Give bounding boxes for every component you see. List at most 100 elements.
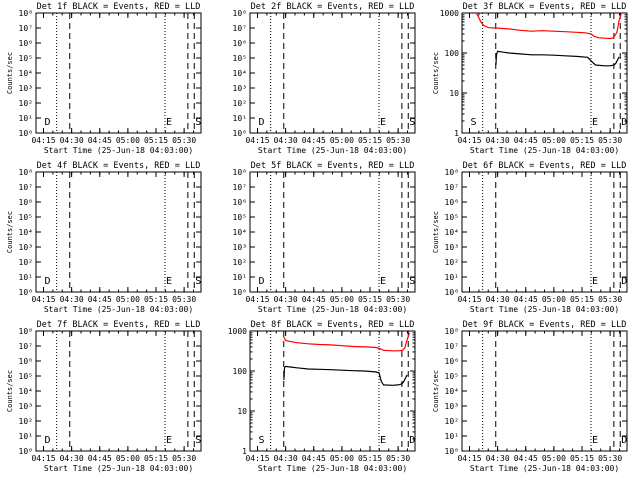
event-marker: E bbox=[166, 276, 172, 287]
y-tick-label: 10² bbox=[19, 99, 33, 108]
y-tick-label: 10⁵ bbox=[445, 213, 459, 222]
plot-frame bbox=[249, 330, 416, 452]
event-marker: E bbox=[380, 117, 386, 128]
panel-det-5: Det 5f BLACK = Events, RED = LLD 10⁰ 10¹ 10… bbox=[233, 161, 416, 314]
y-tick-label: 10⁵ bbox=[233, 54, 247, 63]
y-tick-label: 10⁶ bbox=[19, 39, 33, 48]
event-marker: E bbox=[166, 435, 172, 446]
y-tick-label: 10⁴ bbox=[445, 387, 459, 396]
y-tick-label: 10⁴ bbox=[19, 228, 33, 237]
plot-frame bbox=[35, 330, 202, 452]
x-tick-label: 04:30 bbox=[486, 454, 510, 463]
y-tick-label: 1 bbox=[242, 447, 247, 456]
y-tick-label: 10⁴ bbox=[445, 228, 459, 237]
event-marker: D bbox=[45, 117, 51, 128]
y-tick-label: 10⁰ bbox=[445, 288, 459, 297]
event-marker: E bbox=[592, 117, 598, 128]
y-tick-label: 10¹ bbox=[19, 432, 33, 441]
x-tick-label: 04:45 bbox=[88, 454, 112, 463]
series-line bbox=[495, 50, 620, 67]
y-axis-label: Counts/sec bbox=[432, 211, 440, 253]
plot-frame bbox=[249, 12, 416, 134]
panel-title: Det 3f BLACK = Events, RED = LLD bbox=[463, 2, 627, 12]
y-axis-label: Counts/sec bbox=[432, 370, 440, 412]
x-tick-label: 04:30 bbox=[60, 295, 84, 304]
y-tick-label: 10³ bbox=[233, 84, 247, 93]
event-marker: E bbox=[380, 435, 386, 446]
y-tick-label: 10⁷ bbox=[19, 183, 33, 192]
y-tick-label: 10⁸ bbox=[445, 168, 459, 177]
event-marker: D bbox=[409, 435, 415, 446]
x-axis-label: Start Time (25-Jun-18 04:03:00) bbox=[470, 464, 619, 473]
plot-frame bbox=[35, 171, 202, 293]
y-tick-label: 10² bbox=[233, 258, 247, 267]
y-tick-label: 10³ bbox=[445, 402, 459, 411]
y-tick-label: 10⁰ bbox=[445, 447, 459, 456]
x-axis-label: Start Time (25-Jun-18 04:03:00) bbox=[470, 305, 619, 314]
y-tick-label: 10⁷ bbox=[19, 342, 33, 351]
x-tick-label: 05:00 bbox=[542, 136, 566, 145]
panel-title: Det 2f BLACK = Events, RED = LLD bbox=[251, 2, 415, 12]
panel-det-4: Det 4f BLACK = Events, RED = LLD 10⁰ 10¹ 10… bbox=[6, 161, 202, 314]
x-tick-label: 04:15 bbox=[457, 454, 481, 463]
y-tick-label: 10⁰ bbox=[19, 447, 33, 456]
x-tick-label: 04:15 bbox=[31, 295, 55, 304]
y-tick-label: 10⁷ bbox=[233, 183, 247, 192]
y-tick-label: 1 bbox=[454, 129, 459, 138]
event-marker: S bbox=[259, 435, 265, 446]
x-tick-label: 05:00 bbox=[330, 295, 354, 304]
panel-det-8: Det 8f BLACK = Events, RED = LLD 1 10 100 10… bbox=[228, 320, 416, 473]
y-axis-label: Counts/sec bbox=[432, 52, 440, 94]
x-tick-label: 04:15 bbox=[31, 454, 55, 463]
x-tick-label: 04:45 bbox=[88, 295, 112, 304]
y-tick-label: 10¹ bbox=[445, 432, 459, 441]
x-tick-label: 05:30 bbox=[598, 136, 622, 145]
x-tick-label: 05:15 bbox=[570, 136, 594, 145]
x-tick-label: 05:15 bbox=[570, 295, 594, 304]
y-tick-label: 10⁸ bbox=[233, 9, 247, 18]
x-tick-label: 04:45 bbox=[302, 295, 326, 304]
x-axis-label: Start Time (25-Jun-18 04:03:00) bbox=[258, 146, 407, 155]
x-tick-label: 04:30 bbox=[486, 136, 510, 145]
x-tick-label: 05:00 bbox=[116, 136, 140, 145]
y-axis-label: Counts/sec bbox=[6, 52, 14, 94]
event-marker: D bbox=[621, 435, 627, 446]
x-tick-label: 05:15 bbox=[144, 454, 168, 463]
y-tick-label: 10⁶ bbox=[445, 198, 459, 207]
x-tick-label: 05:30 bbox=[172, 295, 196, 304]
y-tick-label: 10⁴ bbox=[19, 69, 33, 78]
event-marker: S bbox=[195, 117, 201, 128]
y-tick-label: 10⁴ bbox=[19, 387, 33, 396]
y-tick-label: 10³ bbox=[19, 243, 33, 252]
y-tick-label: 10⁰ bbox=[19, 129, 33, 138]
event-marker: D bbox=[259, 117, 265, 128]
event-marker: S bbox=[195, 435, 201, 446]
y-tick-label: 10⁸ bbox=[445, 327, 459, 336]
x-tick-label: 04:30 bbox=[486, 295, 510, 304]
event-marker: E bbox=[592, 276, 598, 287]
y-tick-label: 10⁴ bbox=[233, 69, 247, 78]
x-tick-label: 04:45 bbox=[514, 136, 538, 145]
event-marker: E bbox=[166, 117, 172, 128]
x-tick-label: 05:00 bbox=[116, 295, 140, 304]
x-tick-label: 05:00 bbox=[542, 295, 566, 304]
y-tick-label: 10¹ bbox=[445, 273, 459, 282]
event-marker: S bbox=[471, 117, 477, 128]
panel-det-3: Det 3f BLACK = Events, RED = LLD 1 10 100 10… bbox=[432, 2, 628, 155]
panel-title: Det 9f BLACK = Events, RED = LLD bbox=[463, 320, 627, 330]
event-marker: S bbox=[409, 276, 415, 287]
x-tick-label: 04:30 bbox=[60, 136, 84, 145]
event-marker: D bbox=[45, 276, 51, 287]
x-axis-label: Start Time (25-Jun-18 04:03:00) bbox=[470, 146, 619, 155]
y-tick-label: 10⁶ bbox=[19, 357, 33, 366]
event-marker: D bbox=[621, 276, 627, 287]
x-axis-label: Start Time (25-Jun-18 04:03:00) bbox=[44, 146, 193, 155]
y-tick-label: 10⁵ bbox=[19, 54, 33, 63]
y-tick-label: 10² bbox=[445, 417, 459, 426]
y-tick-label: 100 bbox=[445, 49, 460, 58]
y-tick-label: 10⁵ bbox=[19, 372, 33, 381]
x-tick-label: 05:15 bbox=[358, 136, 382, 145]
x-axis-label: Start Time (25-Jun-18 04:03:00) bbox=[258, 464, 407, 473]
y-tick-label: 10³ bbox=[19, 84, 33, 93]
